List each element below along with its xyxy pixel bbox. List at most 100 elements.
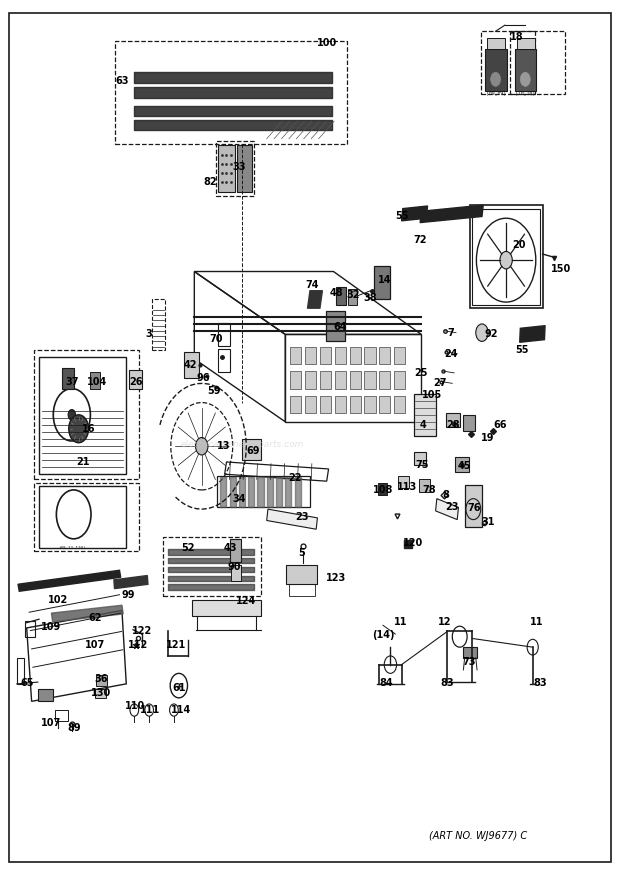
Text: 107: 107 (84, 640, 105, 649)
Bar (414, 452, 427, 466)
Bar (305, 346, 316, 364)
Text: 84: 84 (379, 678, 393, 688)
Text: 62: 62 (88, 613, 102, 623)
Bar (365, 346, 376, 364)
Text: 28: 28 (446, 420, 460, 430)
Bar (378, 483, 387, 495)
Text: 23: 23 (446, 502, 459, 513)
Bar (305, 371, 316, 388)
Bar (335, 346, 346, 364)
Text: 74: 74 (306, 281, 319, 290)
Text: 65: 65 (20, 678, 33, 688)
Text: 73: 73 (463, 657, 476, 667)
Text: 18: 18 (510, 32, 523, 42)
Polygon shape (436, 499, 458, 520)
Text: 37: 37 (65, 377, 79, 388)
Text: 25: 25 (415, 368, 428, 378)
Bar (480, 31, 535, 94)
Circle shape (69, 415, 89, 443)
Bar (485, 49, 507, 91)
Text: 38: 38 (364, 293, 378, 303)
Text: 63: 63 (116, 76, 130, 86)
Bar (320, 396, 331, 413)
Polygon shape (51, 606, 123, 622)
Text: 109: 109 (42, 622, 61, 632)
Text: 123: 123 (326, 573, 346, 583)
Bar (192, 600, 260, 616)
Circle shape (500, 251, 512, 269)
Bar (516, 38, 534, 49)
Bar (379, 371, 391, 388)
Bar (320, 346, 331, 364)
Text: 114: 114 (171, 705, 192, 715)
Text: 64: 64 (333, 322, 347, 332)
Bar (455, 457, 469, 472)
Text: 90: 90 (227, 562, 241, 571)
Polygon shape (420, 205, 483, 222)
Text: 83: 83 (533, 678, 547, 688)
Bar (242, 439, 260, 460)
Bar (463, 648, 477, 658)
Text: 70: 70 (209, 333, 223, 344)
Polygon shape (114, 576, 148, 589)
Text: 11: 11 (530, 617, 544, 626)
Bar (38, 690, 53, 702)
Bar (379, 396, 391, 413)
Text: 3: 3 (146, 329, 153, 340)
Bar (290, 396, 301, 413)
Text: 112: 112 (128, 640, 148, 649)
Bar (62, 368, 74, 389)
Text: 23: 23 (295, 512, 309, 522)
Bar (17, 658, 24, 684)
Circle shape (520, 73, 530, 87)
Bar (305, 396, 316, 413)
Bar (39, 357, 126, 474)
Bar (326, 311, 345, 341)
Text: 96: 96 (197, 373, 210, 383)
Bar (95, 690, 106, 698)
Text: 45: 45 (458, 461, 471, 472)
Text: 59: 59 (207, 386, 221, 396)
Text: 83: 83 (441, 678, 454, 688)
Text: 19: 19 (481, 433, 495, 444)
Bar (237, 145, 252, 192)
Bar (365, 371, 376, 388)
Bar (374, 266, 391, 299)
Text: (09,09): (09,09) (485, 91, 506, 96)
Text: 55: 55 (515, 345, 529, 355)
Bar (286, 565, 317, 584)
Bar (34, 483, 140, 551)
Bar (335, 371, 346, 388)
Text: 99: 99 (122, 590, 136, 599)
Text: 89: 89 (67, 723, 81, 732)
Bar (90, 372, 100, 389)
Text: 76: 76 (468, 503, 481, 514)
Bar (218, 323, 229, 346)
Bar (229, 539, 241, 562)
Bar (394, 396, 405, 413)
Text: 22: 22 (288, 473, 302, 483)
Text: 55: 55 (395, 211, 409, 220)
Bar (394, 346, 405, 364)
Bar (216, 142, 254, 195)
Circle shape (68, 410, 76, 420)
Bar (469, 205, 542, 308)
Bar (218, 349, 229, 372)
Circle shape (490, 73, 500, 87)
Polygon shape (520, 326, 545, 342)
Bar (34, 350, 140, 480)
Bar (336, 287, 346, 304)
Circle shape (195, 438, 208, 455)
Text: 27: 27 (433, 378, 446, 388)
Text: (10,10): (10,10) (515, 91, 535, 96)
Text: 11: 11 (394, 617, 408, 626)
Polygon shape (267, 509, 317, 529)
Bar (350, 371, 361, 388)
Text: 13: 13 (216, 441, 230, 452)
Text: 150: 150 (551, 264, 571, 274)
Text: 104: 104 (87, 377, 107, 388)
Text: 32: 32 (347, 290, 360, 300)
Text: 24: 24 (445, 348, 458, 359)
Bar (335, 396, 346, 413)
Text: 21: 21 (76, 457, 90, 467)
